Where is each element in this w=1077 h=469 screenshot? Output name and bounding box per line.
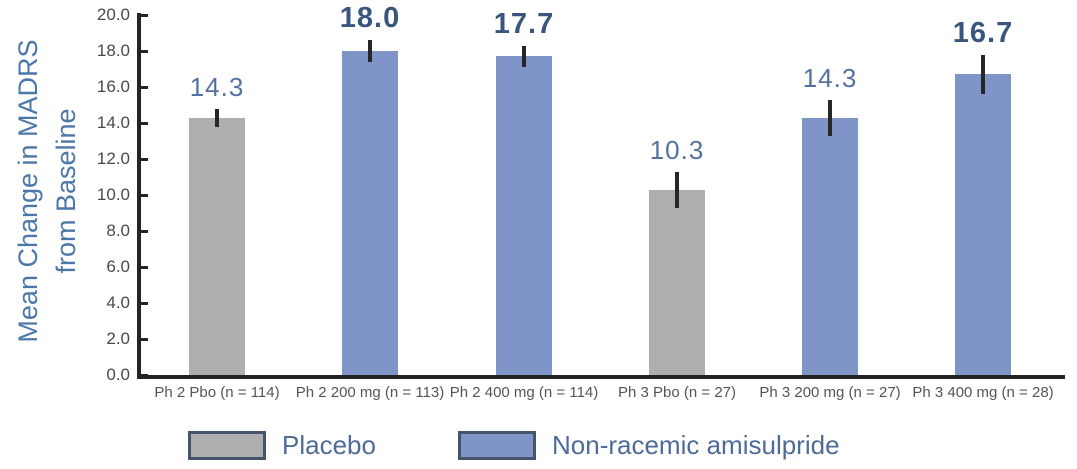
category-label: Ph 2 Pbo (n = 114) bbox=[154, 384, 280, 401]
y-axis-title: Mean Change in MADRS from Baseline bbox=[9, 0, 87, 393]
category-label: Ph 3 200 mg (n = 27) bbox=[759, 384, 901, 401]
bar-nonracemic bbox=[342, 51, 398, 375]
bar-nonracemic bbox=[802, 117, 858, 375]
error-bar bbox=[215, 108, 219, 127]
y-tick-mark bbox=[141, 302, 148, 305]
legend-swatch-placebo bbox=[188, 431, 266, 460]
error-bar bbox=[981, 54, 985, 95]
error-bar bbox=[368, 40, 372, 62]
value-label: 16.7 bbox=[952, 16, 1014, 49]
error-bar bbox=[675, 171, 679, 208]
y-tick-label: 2.0 bbox=[106, 329, 130, 348]
bar-placebo bbox=[189, 117, 245, 375]
y-tick-mark bbox=[141, 158, 148, 161]
legend-item-placebo: Placebo bbox=[188, 430, 376, 461]
error-bar bbox=[522, 45, 526, 68]
y-tick-mark bbox=[141, 122, 148, 125]
y-axis-line bbox=[137, 13, 141, 379]
y-tick-mark bbox=[141, 374, 148, 377]
value-label: 18.0 bbox=[339, 2, 401, 35]
bar-placebo bbox=[649, 189, 705, 375]
value-label: 17.7 bbox=[493, 7, 555, 40]
category-label: Ph 2 200 mg (n = 113) bbox=[295, 384, 445, 401]
y-tick-mark bbox=[141, 230, 148, 233]
value-label: 10.3 bbox=[649, 134, 705, 165]
y-axis-title-line2: from Baseline bbox=[51, 108, 81, 274]
error-bar bbox=[828, 99, 832, 136]
legend-item-nonracemic: Non-racemic amisulpride bbox=[458, 430, 840, 461]
y-tick-mark bbox=[141, 14, 148, 17]
category-label: Ph 2 400 mg (n = 114) bbox=[449, 384, 599, 401]
legend-swatch-nonracemic bbox=[458, 431, 536, 460]
category-label: Ph 3 400 mg (n = 28) bbox=[912, 384, 1054, 401]
y-tick-mark bbox=[141, 194, 148, 197]
bar-nonracemic bbox=[496, 56, 552, 375]
y-tick-mark bbox=[141, 338, 148, 341]
y-tick-mark bbox=[141, 86, 148, 89]
y-tick-label: 8.0 bbox=[106, 221, 130, 240]
y-tick-label: 18.0 bbox=[96, 41, 130, 60]
y-tick-mark bbox=[141, 266, 148, 269]
y-tick-label: 14.0 bbox=[96, 113, 130, 132]
value-label: 14.3 bbox=[189, 71, 245, 102]
legend-label-placebo: Placebo bbox=[282, 430, 376, 460]
y-tick-label: 12.0 bbox=[96, 149, 130, 168]
y-tick-label: 20.0 bbox=[96, 5, 130, 24]
y-tick-label: 0.0 bbox=[106, 365, 130, 384]
bar-nonracemic bbox=[955, 74, 1011, 375]
value-label: 14.3 bbox=[802, 62, 858, 93]
category-label: Ph 3 Pbo (n = 27) bbox=[618, 384, 736, 401]
y-tick-label: 16.0 bbox=[96, 77, 130, 96]
y-tick-label: 10.0 bbox=[96, 185, 130, 204]
legend-label-nonracemic: Non-racemic amisulpride bbox=[552, 430, 840, 460]
x-axis-line bbox=[137, 375, 1065, 379]
y-tick-label: 4.0 bbox=[106, 293, 130, 312]
y-axis-title-line1: Mean Change in MADRS bbox=[13, 39, 43, 343]
y-tick-mark bbox=[141, 50, 148, 53]
y-tick-label: 6.0 bbox=[106, 257, 130, 276]
